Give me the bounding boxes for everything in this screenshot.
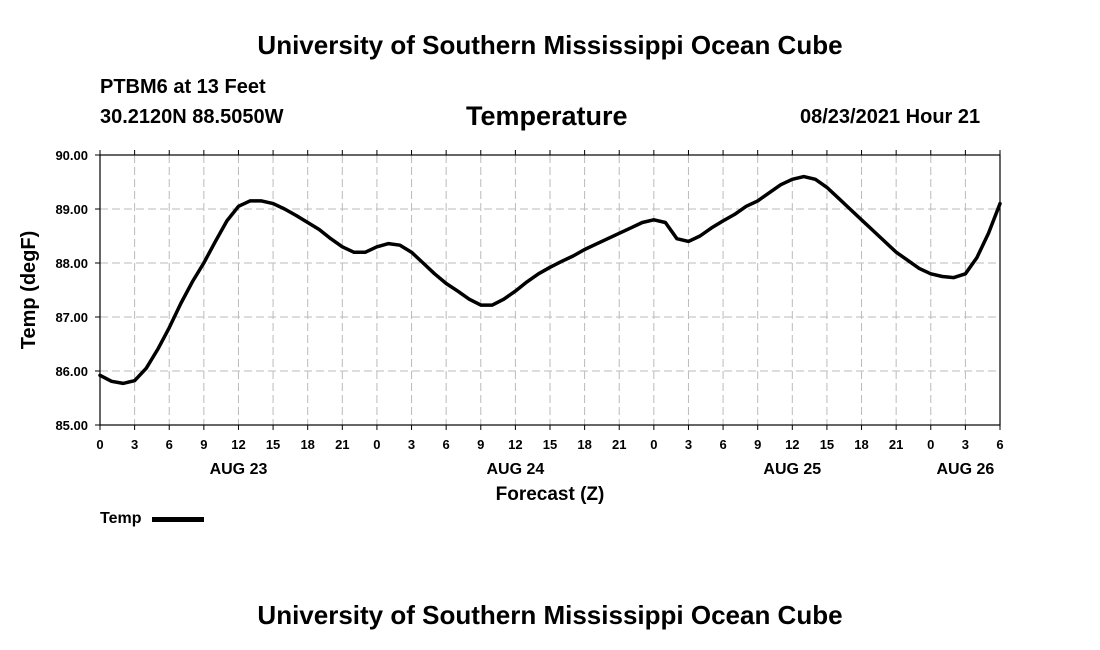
- x-tick-label: 21: [889, 437, 903, 452]
- x-date-label: AUG 24: [486, 461, 544, 478]
- x-tick-label: 0: [373, 437, 380, 452]
- axis-ticks: 85.00 86.00 87.00 88.00 89.00 90.00 0 3 6 9 12 15 18…: [55, 148, 1003, 478]
- x-date-label: AUG 26: [936, 461, 994, 478]
- forecast-datetime: 08/23/2021 Hour 21: [800, 106, 981, 128]
- x-tick-label: 6: [719, 437, 726, 452]
- legend-line-swatch: [151, 516, 204, 522]
- x-tick-label: 21: [335, 437, 349, 452]
- x-tick-label: 18: [300, 437, 314, 452]
- x-tick-label: 6: [996, 437, 1003, 452]
- x-tick-label: 3: [685, 437, 692, 452]
- y-tick-label: 90.00: [55, 148, 88, 163]
- x-tick-label: 3: [131, 437, 138, 452]
- x-tick-label: 15: [543, 437, 557, 452]
- x-tick-label: 21: [612, 437, 626, 452]
- x-date-label: AUG 23: [210, 461, 268, 478]
- x-tick-label: 0: [650, 437, 657, 452]
- x-date-label: AUG 25: [763, 461, 821, 478]
- x-tick-label: 0: [927, 437, 934, 452]
- footer-title: University of Southern Mississippi Ocean…: [257, 600, 843, 630]
- x-tick-label: 15: [820, 437, 834, 452]
- x-tick-label: 6: [443, 437, 450, 452]
- y-tick-label: 89.00: [55, 202, 88, 217]
- x-tick-label: 6: [166, 437, 173, 452]
- x-tick-label: 9: [200, 437, 207, 452]
- x-tick-label: 3: [408, 437, 415, 452]
- x-tick-label: 12: [508, 437, 522, 452]
- y-tick-label: 86.00: [55, 364, 88, 379]
- y-tick-label: 88.00: [55, 256, 88, 271]
- x-tick-label: 3: [962, 437, 969, 452]
- y-axis-label: Temp (degF): [18, 231, 40, 350]
- x-tick-label: 18: [854, 437, 868, 452]
- x-tick-label: 15: [266, 437, 280, 452]
- x-tick-label: 18: [577, 437, 591, 452]
- chart-title: Temperature: [466, 101, 628, 131]
- x-tick-label: 0: [96, 437, 103, 452]
- grid: [100, 155, 1000, 425]
- station-coordinates: 30.2120N 88.5050W: [100, 106, 284, 128]
- x-tick-label: 12: [785, 437, 799, 452]
- x-tick-label: 12: [231, 437, 245, 452]
- x-tick-label: 9: [754, 437, 761, 452]
- y-tick-label: 85.00: [55, 418, 88, 433]
- series-line-temp: [98, 174, 1002, 386]
- station-label: PTBM6 at 13 Feet: [100, 76, 266, 98]
- x-tick-label: 9: [477, 437, 484, 452]
- legend-label: Temp: [100, 510, 142, 527]
- x-axis-label: Forecast (Z): [496, 484, 605, 505]
- page-title: University of Southern Mississippi Ocean…: [257, 30, 843, 60]
- y-tick-label: 87.00: [55, 310, 88, 325]
- legend: Temp: [100, 510, 204, 528]
